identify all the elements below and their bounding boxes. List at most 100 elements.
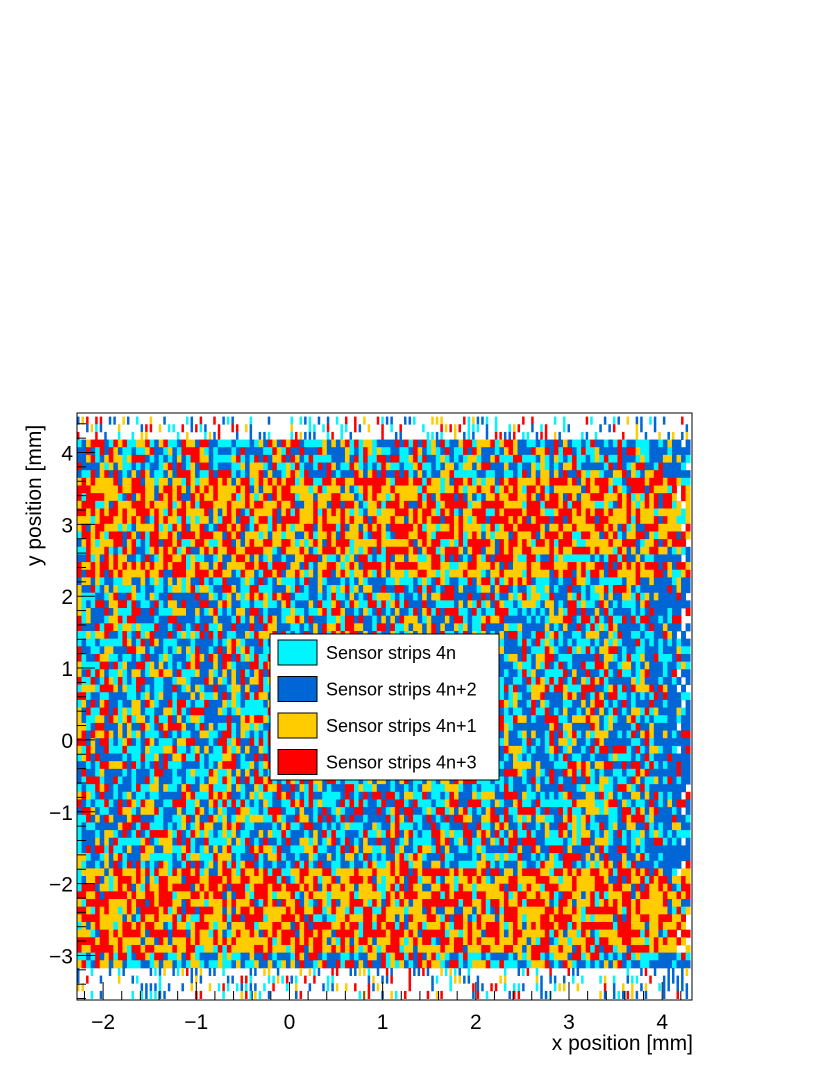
strip-cell — [626, 462, 632, 471]
strip-cell — [508, 707, 514, 716]
strip-cell — [172, 539, 178, 548]
strip-cell — [222, 653, 228, 663]
strip-cell — [463, 600, 468, 609]
strip-cell — [367, 424, 371, 433]
strip-cell — [99, 477, 105, 486]
strip-cell — [658, 516, 664, 525]
strip-cell — [195, 638, 201, 647]
strip-cell — [86, 516, 92, 525]
strip-cell — [649, 585, 655, 594]
strip-cell — [195, 707, 201, 716]
strip-cell — [199, 646, 205, 655]
strip-cell — [149, 653, 155, 663]
strip-cell — [331, 485, 337, 494]
strip-cell — [599, 631, 605, 640]
strip-cell — [649, 516, 655, 525]
strip-cell — [653, 416, 657, 425]
strip-cell — [631, 615, 637, 624]
strip-cell — [104, 600, 110, 609]
strip-cell — [544, 684, 550, 693]
strip-cell — [653, 531, 659, 540]
strip-cell — [526, 699, 532, 708]
strip-cell — [603, 615, 609, 624]
strip-cell — [426, 508, 432, 517]
strip-cell — [599, 500, 605, 509]
strip-cell — [340, 485, 346, 494]
strip-cell — [535, 462, 541, 471]
strip-cell — [222, 592, 228, 601]
strip-cell — [572, 546, 577, 555]
strip-cell — [540, 439, 546, 448]
strip-cell — [599, 692, 605, 701]
strip-cell — [99, 638, 105, 647]
strip-cell — [354, 577, 359, 586]
strip-cell — [467, 539, 473, 548]
strip-cell — [599, 592, 605, 601]
strip-cell — [263, 523, 269, 532]
strip-cell — [276, 500, 282, 509]
strip-cell — [186, 508, 191, 517]
strip-cell — [276, 485, 282, 494]
strip-cell — [122, 638, 128, 647]
strip-cell — [186, 631, 191, 640]
strip-cell — [113, 454, 119, 463]
strip-cell — [322, 424, 325, 433]
strip-cell — [258, 646, 264, 655]
strip-cell — [245, 600, 250, 609]
strip-cell — [199, 447, 205, 456]
strip-cell — [576, 477, 582, 486]
strip-cell — [90, 608, 96, 617]
strip-cell — [608, 646, 614, 655]
strip-cell — [540, 539, 546, 548]
strip-cell — [390, 531, 396, 540]
strip-cell — [317, 585, 323, 594]
strip-cell — [381, 485, 387, 494]
strip-cell — [181, 608, 187, 617]
strip-cell — [426, 608, 432, 617]
strip-cell — [531, 699, 537, 708]
strip-cell — [99, 454, 105, 463]
strip-cell — [140, 462, 146, 471]
strip-cell — [408, 508, 414, 517]
strip-cell — [508, 470, 514, 479]
strip-cell — [154, 661, 160, 670]
strip-cell — [172, 454, 178, 463]
strip-cell — [472, 416, 475, 425]
strip-cell — [145, 699, 151, 708]
strip-cell — [226, 531, 232, 540]
strip-cell — [304, 531, 310, 540]
strip-cell — [562, 546, 568, 555]
strip-cell — [463, 531, 468, 540]
strip-cell — [385, 516, 391, 525]
strip-cell — [472, 500, 478, 509]
strip-cell — [235, 661, 241, 670]
strip-cell — [167, 439, 173, 448]
strip-cell — [385, 577, 391, 586]
strip-cell — [567, 554, 573, 563]
strip-cell — [117, 516, 123, 525]
strip-cell — [558, 653, 564, 663]
strip-cell — [535, 707, 541, 716]
strip-cell — [644, 516, 650, 525]
strip-cell — [245, 447, 250, 456]
strip-cell — [449, 562, 455, 571]
strip-cell — [322, 539, 328, 548]
strip-cell — [122, 623, 128, 632]
strip-cell — [263, 692, 269, 701]
strip-cell — [572, 608, 577, 617]
strip-cell — [622, 646, 627, 655]
strip-cell — [476, 569, 482, 578]
strip-cell — [485, 454, 491, 463]
strip-cell — [204, 462, 210, 471]
strip-cell — [522, 462, 528, 471]
strip-cell — [158, 462, 164, 471]
strip-cell — [440, 569, 446, 578]
strip-cell — [104, 692, 110, 701]
strip-cell — [240, 447, 246, 456]
strip-cell — [249, 546, 255, 555]
strip-cell — [158, 508, 164, 517]
strip-cell — [140, 454, 146, 463]
strip-cell — [340, 585, 346, 594]
strip-cell — [304, 600, 310, 609]
strip-cell — [245, 424, 248, 433]
